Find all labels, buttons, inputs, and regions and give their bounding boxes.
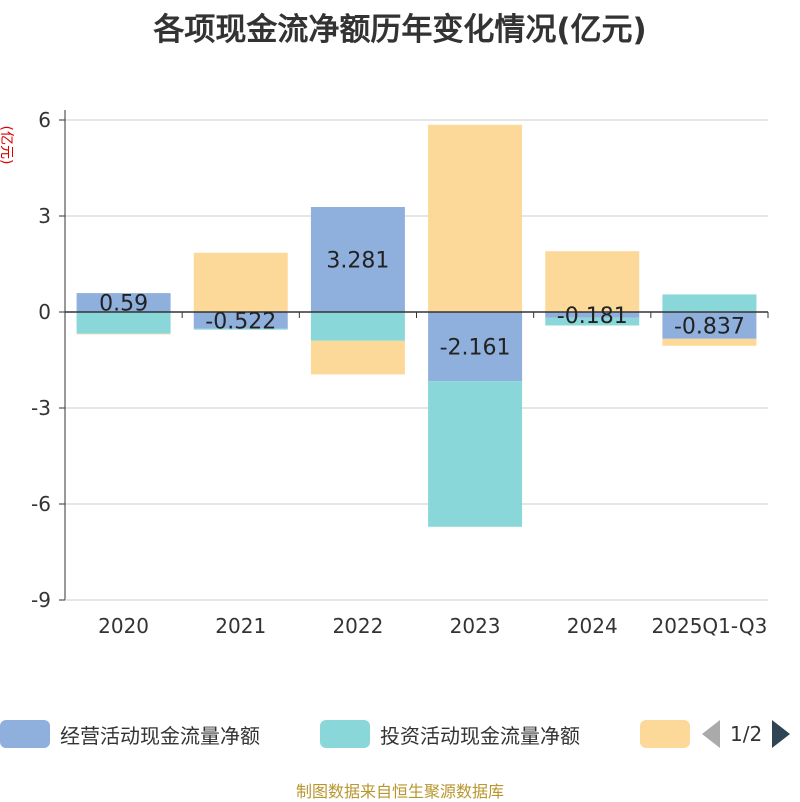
y-tick-label: 6 bbox=[38, 108, 51, 132]
bar-2021-series-0 bbox=[193, 312, 288, 329]
x-tick-label: 2020 bbox=[98, 614, 149, 638]
bar-2024-series-2 bbox=[545, 251, 640, 312]
x-tick-label: 2022 bbox=[332, 614, 383, 638]
data-label-2023: -2.161 bbox=[440, 336, 511, 361]
data-label-2025Q1-Q3: -0.837 bbox=[674, 314, 745, 339]
bar-2020-series-1 bbox=[76, 312, 171, 334]
bar-2022-series-0 bbox=[310, 207, 405, 312]
data-label-2020: 0.59 bbox=[99, 292, 148, 317]
bar-2023-series-0 bbox=[428, 312, 523, 382]
y-tick-label: 0 bbox=[38, 300, 51, 324]
legend-item-operating[interactable]: 经营活动现金流量净额 bbox=[0, 714, 260, 754]
bars-layer bbox=[76, 124, 757, 527]
data-label-2022: 3.281 bbox=[326, 249, 389, 274]
x-tick-label: 2024 bbox=[567, 614, 618, 638]
bar-2025Q1-Q3-series-0 bbox=[662, 312, 757, 339]
bar-2024-series-1 bbox=[545, 317, 640, 326]
legend: 经营活动现金流量净额 投资活动现金流量净额 1/2 bbox=[0, 714, 800, 754]
y-tick-label: 3 bbox=[38, 204, 51, 228]
legend-swatch-financing bbox=[640, 720, 690, 748]
axis-layer: 6 3 0 -3 -6 -9 (亿元) 2020 2021 2022 2023 2024 2025Q1-… bbox=[0, 108, 769, 638]
bar-2025Q1-Q3-series-2 bbox=[662, 338, 757, 346]
bar-2022-series-1 bbox=[310, 312, 405, 341]
legend-label-investing: 投资活动现金流量净额 bbox=[380, 723, 580, 748]
data-label-2024: -0.181 bbox=[557, 304, 628, 329]
legend-page-indicator: 1/2 bbox=[730, 722, 763, 746]
bar-2020-series-2 bbox=[76, 333, 171, 335]
labels-layer: 0.59 -0.522 3.281 -2.161 -0.181 -0.837 bbox=[99, 249, 745, 361]
legend-swatch-investing bbox=[320, 720, 370, 748]
legend-next-icon[interactable] bbox=[772, 720, 791, 748]
bar-2023-series-2 bbox=[428, 124, 523, 312]
x-tick-label: 2021 bbox=[215, 614, 266, 638]
x-tick-label: 2023 bbox=[450, 614, 501, 638]
y-tick-label: -3 bbox=[31, 396, 51, 420]
bar-2021-series-2 bbox=[193, 252, 288, 312]
bar-2020-series-0 bbox=[76, 293, 171, 312]
legend-label-operating: 经营活动现金流量净额 bbox=[60, 723, 260, 748]
legend-pager: 1/2 bbox=[702, 714, 791, 754]
x-tick-label: 2025Q1-Q3 bbox=[652, 614, 768, 638]
y-tick-label: -9 bbox=[31, 588, 51, 612]
chart-title: 各项现金流净额历年变化情况(亿元) bbox=[153, 12, 647, 48]
bar-2025Q1-Q3-series-1 bbox=[662, 294, 757, 312]
legend-item-financing[interactable] bbox=[640, 714, 700, 754]
grid-layer bbox=[65, 119, 768, 601]
legend-prev-icon[interactable] bbox=[702, 720, 720, 748]
legend-item-investing[interactable]: 投资活动现金流量净额 bbox=[320, 714, 580, 754]
bar-2023-series-1 bbox=[428, 381, 523, 527]
bar-2021-series-1 bbox=[193, 328, 288, 330]
legend-swatch-operating bbox=[0, 720, 50, 748]
data-label-2021: -0.522 bbox=[205, 309, 276, 334]
y-axis-label: (亿元) bbox=[0, 126, 14, 165]
bar-2024-series-0 bbox=[545, 312, 640, 318]
bar-2022-series-2 bbox=[310, 340, 405, 375]
data-source-note: 制图数据来自恒生聚源数据库 bbox=[295, 782, 504, 801]
y-tick-label: -6 bbox=[31, 492, 51, 516]
